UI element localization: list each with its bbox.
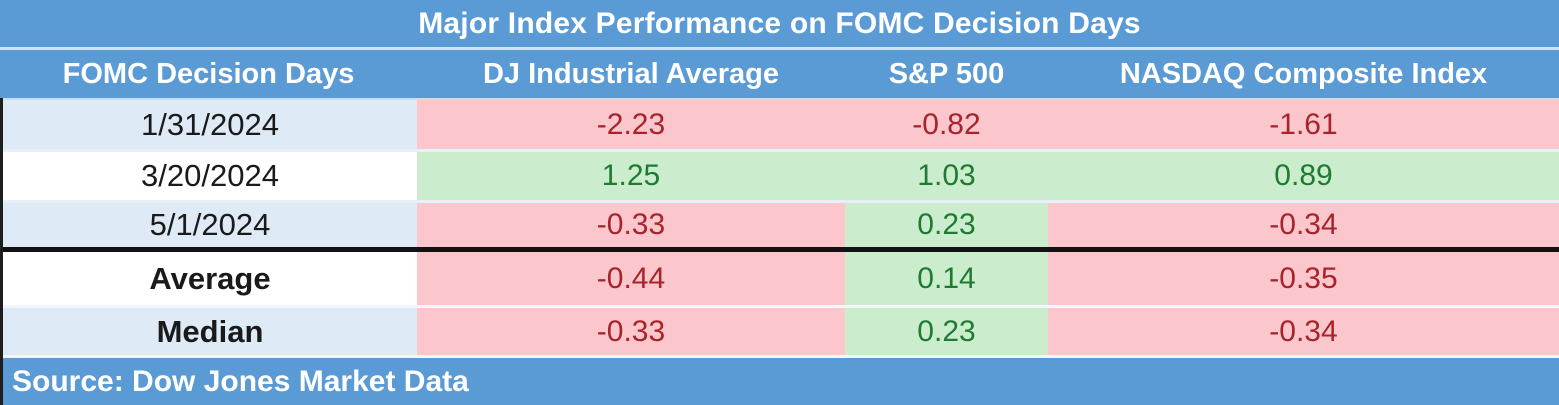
cell-nasdaq-value: -0.34 [1048, 308, 1559, 355]
cell-dj-value: -0.33 [417, 308, 845, 355]
cell-sp500-value: 0.14 [845, 252, 1048, 305]
cell-dj-value: -0.44 [417, 252, 845, 305]
cell-dj-value: -0.33 [417, 203, 845, 247]
cell-nasdaq-value: 0.89 [1048, 152, 1559, 200]
cell-dj-value: -2.23 [417, 100, 845, 149]
row-label-date: 3/20/2024 [3, 152, 417, 200]
cell-sp500-value: 0.23 [845, 308, 1048, 355]
row-label-date: 5/1/2024 [3, 203, 417, 247]
column-header-dj-industrial-average: DJ Industrial Average [482, 57, 779, 90]
table-row: 1/31/2024 -2.23 -0.82 -1.61 [3, 98, 1559, 149]
cell-nasdaq-value: -0.35 [1048, 252, 1559, 305]
column-header-nasdaq-composite: NASDAQ Composite Index [1119, 57, 1488, 90]
table-title-bar: Major Index Performance on FOMC Decision… [0, 0, 1559, 50]
cell-sp500-value: 1.03 [845, 152, 1048, 200]
cell-nasdaq-value: -0.34 [1048, 203, 1559, 247]
table-title: Major Index Performance on FOMC Decision… [418, 6, 1141, 40]
cell-sp500-value: -0.82 [845, 100, 1048, 149]
table-body: 1/31/2024 -2.23 -0.82 -1.61 3/20/2024 1.… [0, 98, 1559, 405]
row-label-median: Median [3, 308, 417, 355]
row-label-average: Average [3, 252, 417, 305]
summary-divider [3, 247, 1559, 252]
source-attribution: Source: Dow Jones Market Data [12, 364, 469, 398]
row-label-date: 1/31/2024 [3, 100, 417, 149]
table-row-median: Median -0.33 0.23 -0.34 [3, 305, 1559, 355]
cell-dj-value: 1.25 [417, 152, 845, 200]
cell-nasdaq-value: -1.61 [1048, 100, 1559, 149]
table-row: 3/20/2024 1.25 1.03 0.89 [3, 149, 1559, 200]
table-row: 5/1/2024 -0.33 0.23 -0.34 [3, 200, 1559, 247]
table-row-average: Average -0.44 0.14 -0.35 [3, 252, 1559, 305]
table-header-row: FOMC Decision Days DJ Industrial Average… [0, 50, 1559, 98]
source-bar: Source: Dow Jones Market Data [3, 355, 1559, 405]
column-header-fomc-decision-days: FOMC Decision Days [62, 57, 355, 90]
column-header-sp-500: S&P 500 [888, 57, 1005, 90]
cell-sp500-value: 0.23 [845, 203, 1048, 247]
